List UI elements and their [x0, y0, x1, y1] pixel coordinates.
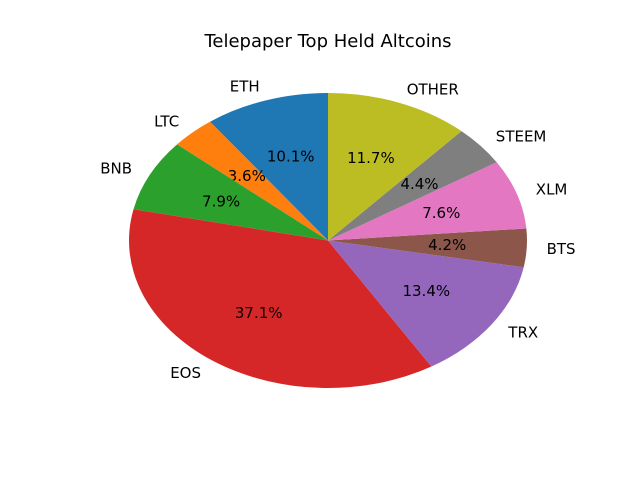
- slice-label-steem: STEEM: [496, 128, 547, 146]
- slice-label-other: OTHER: [407, 80, 459, 98]
- pct-label-xlm: 7.6%: [422, 204, 460, 222]
- slice-label-bnb: BNB: [100, 159, 132, 177]
- slice-label-eth: ETH: [230, 78, 260, 96]
- pct-label-steem: 4.4%: [400, 175, 438, 193]
- pie-slice-other: [328, 93, 462, 241]
- pie-slice-steem: [328, 131, 497, 241]
- slice-label-ltc: LTC: [154, 113, 179, 131]
- pie-slice-bts: [328, 228, 528, 268]
- pie-slice-trx: [328, 240, 524, 367]
- pct-label-eos: 37.1%: [235, 304, 283, 322]
- slice-label-trx: TRX: [507, 324, 538, 342]
- pct-label-bnb: 7.9%: [202, 192, 240, 210]
- pct-label-ltc: 3.6%: [228, 167, 266, 185]
- slice-label-xlm: XLM: [536, 181, 568, 199]
- pie-slice-xlm: [328, 162, 527, 241]
- pct-label-other: 11.7%: [347, 149, 395, 167]
- pie-slice-bnb: [133, 144, 328, 241]
- pct-label-eth: 10.1%: [267, 148, 315, 166]
- pie-slice-eos: [128, 209, 432, 389]
- slice-label-eos: EOS: [170, 364, 201, 382]
- pct-label-trx: 13.4%: [402, 282, 450, 300]
- slice-label-bts: BTS: [547, 240, 576, 258]
- pie-slice-ltc: [177, 121, 328, 241]
- chart-title: Telepaper Top Held Altcoins: [204, 31, 452, 52]
- pie-slice-eth: [210, 93, 328, 241]
- pct-label-bts: 4.2%: [428, 236, 466, 254]
